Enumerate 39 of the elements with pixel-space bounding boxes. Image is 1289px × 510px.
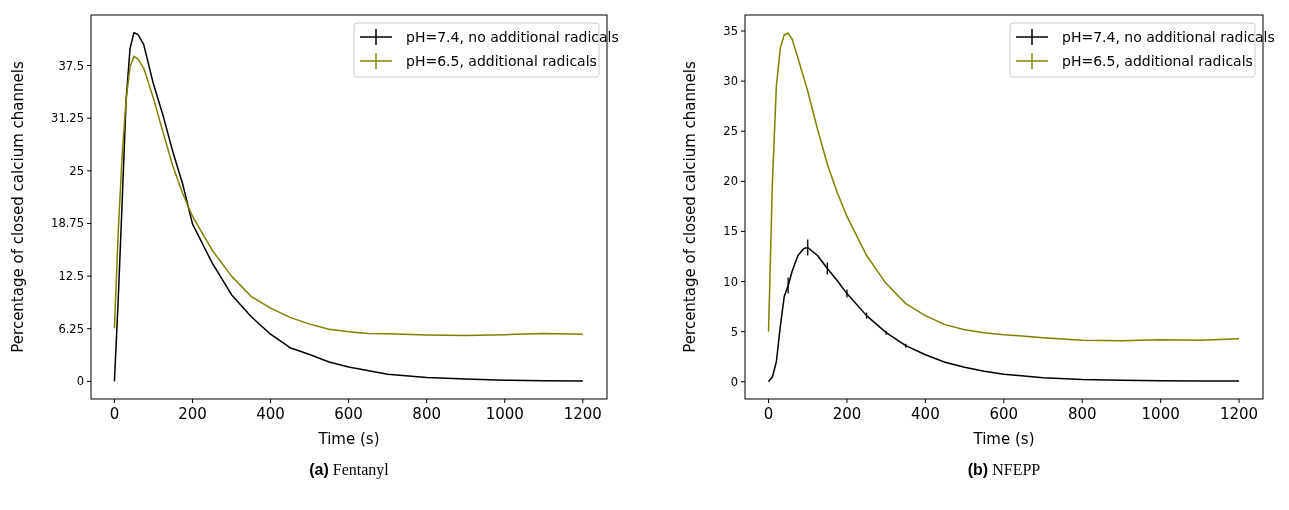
y-tick-label: 31.25 (51, 111, 84, 126)
x-tick-label: 1200 (1219, 405, 1259, 423)
y-tick-label: 10 (723, 274, 738, 289)
x-tick-label: 600 (989, 405, 1019, 423)
y-tick-label: 0 (76, 374, 84, 389)
y-tick-label: 20 (723, 174, 738, 189)
x-tick-label: 400 (911, 405, 940, 423)
y-tick-label: 30 (723, 74, 738, 89)
y-tick-label: 25 (723, 124, 738, 139)
y-tick-label: 15 (723, 224, 738, 239)
y-axis-title: Percentage of closed calcium channels (681, 61, 699, 353)
x-tick-label: 800 (412, 405, 441, 423)
x-axis-title: Time (s) (972, 430, 1035, 448)
x-tick-label: 0 (109, 405, 120, 423)
y-tick-label: 6.25 (58, 321, 84, 336)
legend-label: pH=7.4, no additional radicals (406, 28, 619, 45)
text: (a) Fentanyl (309, 461, 390, 479)
x-tick-label: 1000 (1141, 405, 1180, 423)
y-axis-title: Percentage of closed calcium channels (9, 61, 27, 353)
y-tick-label: 18.75 (51, 216, 84, 231)
legend-label: pH=6.5, additional radicals (1062, 52, 1253, 69)
y-tick-label: 35 (723, 24, 738, 39)
x-tick-label: 200 (178, 405, 207, 423)
y-tick-label: 12.5 (58, 269, 84, 284)
x-tick-label: 600 (334, 405, 363, 423)
y-tick-label: 5 (730, 324, 738, 339)
text: (b) NFEPP (967, 461, 1041, 478)
x-axis-title: Time (s) (317, 430, 380, 448)
y-tick-label: 37.5 (58, 58, 84, 73)
y-tick-label: 0 (730, 374, 738, 389)
legend-label: pH=6.5, additional radicals (406, 52, 597, 69)
legend-label: pH=7.4, no additional radicals (1062, 28, 1275, 45)
x-tick-label: 400 (256, 405, 285, 423)
y-tick-label: 25 (69, 163, 84, 178)
x-tick-label: 1000 (485, 405, 524, 423)
x-tick-label: 0 (763, 405, 774, 423)
x-tick-label: 800 (1067, 405, 1097, 423)
x-tick-label: 200 (832, 405, 862, 423)
x-tick-label: 1200 (563, 405, 602, 423)
